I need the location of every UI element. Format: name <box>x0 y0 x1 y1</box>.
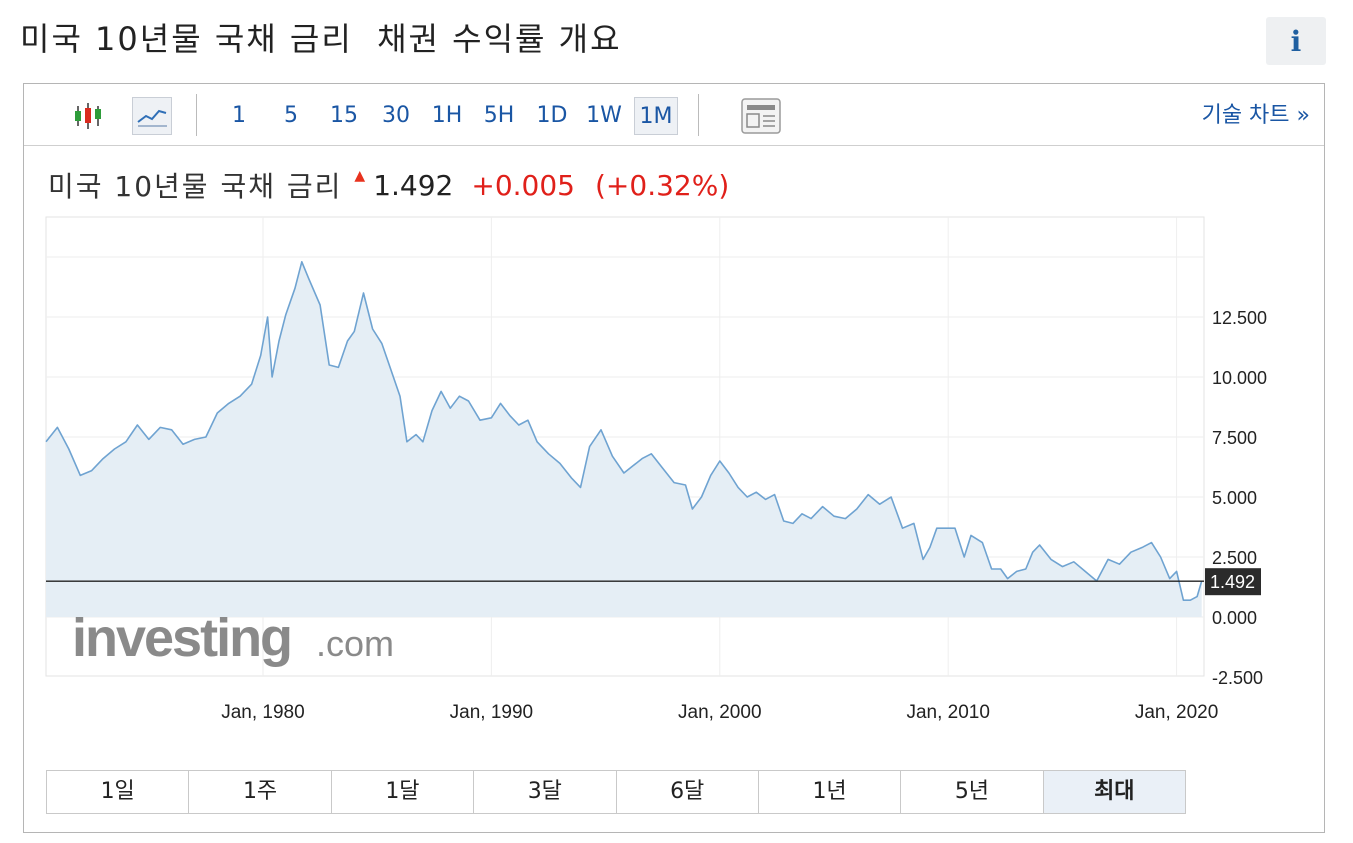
range-selector: 1일 1주 1달 3달 6달 1년 5년 최대 <box>46 770 1186 814</box>
panel-settings-icon[interactable] <box>740 97 781 135</box>
y-tick-label: 2.500 <box>1212 548 1257 568</box>
toolbar-divider <box>698 94 699 136</box>
x-tick-label: Jan, 1990 <box>450 702 533 723</box>
page-title: 미국 10년물 국채 금리 채권 수익률 개요 <box>20 20 622 58</box>
interval-5h[interactable]: 5H <box>483 103 515 128</box>
interval-15[interactable]: 15 <box>330 103 358 128</box>
range-tab[interactable]: 최대 <box>1043 771 1185 813</box>
info-button[interactable]: i <box>1266 17 1326 65</box>
interval-1[interactable]: 1 <box>232 103 246 128</box>
x-tick-label: Jan, 2000 <box>678 702 761 723</box>
range-tab[interactable]: 1일 <box>47 771 190 813</box>
current-value-label: 1.492 <box>1210 572 1255 592</box>
range-tab[interactable]: 5년 <box>901 771 1044 813</box>
y-tick-label: 7.500 <box>1212 428 1257 448</box>
chart-axes: 12.500 10.000 7.500 5.000 2.500 0.000 -2.500 Ja… <box>221 308 1267 723</box>
watermark-suffix: .com <box>316 623 394 664</box>
range-tab[interactable]: 3달 <box>474 771 617 813</box>
y-tick-label: 10.000 <box>1212 368 1267 388</box>
up-arrow-icon: ▲ <box>354 168 366 184</box>
range-tab[interactable]: 6달 <box>617 771 759 813</box>
y-tick-label: 5.000 <box>1212 488 1257 508</box>
toolbar-divider <box>196 94 197 136</box>
chart-series <box>45 261 1204 617</box>
technical-chart-link[interactable]: 기술 차트 » <box>1201 103 1310 128</box>
chart-widget: 1 5 15 30 1H 5H 1D 1W 1M 기술 차트 » 미국 10년물… <box>23 83 1325 833</box>
x-tick-label: Jan, 2020 <box>1135 702 1218 723</box>
interval-30[interactable]: 30 <box>382 103 410 128</box>
x-tick-label: Jan, 1980 <box>221 702 304 723</box>
range-tab[interactable]: 1달 <box>332 771 475 813</box>
x-tick-label: Jan, 2010 <box>906 702 989 723</box>
interval-1h[interactable]: 1H <box>431 103 463 128</box>
watermark-text: investing <box>72 608 291 668</box>
info-icon: i <box>1290 24 1302 58</box>
interval-1w[interactable]: 1W <box>586 103 622 128</box>
series-area <box>46 261 1202 617</box>
price-change-percent: (+0.32%) <box>595 168 730 202</box>
instrument-name: 미국 10년물 국채 금리 <box>48 170 343 203</box>
series-line <box>45 261 1203 601</box>
chart-toolbar: 1 5 15 30 1H 5H 1D 1W 1M 기술 차트 » <box>24 84 1324 146</box>
line-chart-icon[interactable] <box>132 97 172 135</box>
interval-5[interactable]: 5 <box>284 103 298 128</box>
y-tick-label: 0.000 <box>1212 608 1257 628</box>
interval-1m[interactable]: 1M <box>634 97 678 135</box>
quote-header: 미국 10년물 국채 금리 ▲ 1.492 +0.005 (+0.32%) <box>48 165 729 205</box>
y-tick-label: -2.500 <box>1212 668 1263 688</box>
last-price: 1.492 <box>373 168 454 202</box>
investing-watermark: investing .com <box>72 608 394 668</box>
current-value-badge <box>1205 568 1261 596</box>
range-tab[interactable]: 1주 <box>189 771 332 813</box>
y-tick-label: 12.500 <box>1212 308 1267 328</box>
range-tab[interactable]: 1년 <box>759 771 902 813</box>
interval-1d[interactable]: 1D <box>536 103 568 128</box>
price-change: +0.005 <box>471 168 575 202</box>
yield-chart[interactable]: investing .com 12.50010.0007.5005.0002.50… <box>24 84 1324 744</box>
candlestick-icon[interactable] <box>68 97 108 135</box>
